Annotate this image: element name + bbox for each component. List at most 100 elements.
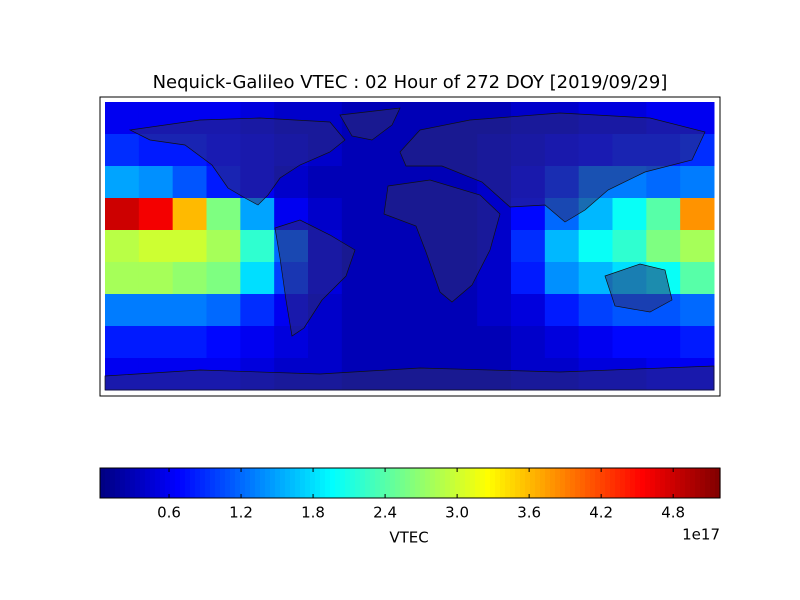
- heat-cell: [409, 326, 444, 359]
- colorbar-segment: [545, 468, 551, 498]
- north-america: [128, 117, 346, 206]
- heat-cell: [646, 230, 681, 263]
- colorbar-segment: [420, 468, 426, 498]
- colorbar-segment: [565, 468, 571, 498]
- colorbar-segment: [615, 468, 621, 498]
- colorbar-segment: [650, 468, 656, 498]
- colorbar-segment: [695, 468, 701, 498]
- heat-cell: [138, 326, 174, 359]
- colorbar-segment: [635, 468, 641, 498]
- colorbar-segment: [395, 468, 401, 498]
- heat-cell: [680, 326, 715, 359]
- heat-cell: [612, 198, 647, 231]
- colorbar-tick-label: 1.2: [229, 504, 253, 522]
- colorbar-segment: [310, 468, 316, 498]
- colorbar-segment: [355, 468, 361, 498]
- colorbar-segment: [190, 468, 196, 498]
- colorbar-segment: [500, 468, 506, 498]
- colorbar-segment: [390, 468, 396, 498]
- colorbar-segment: [485, 468, 491, 498]
- heat-cell: [105, 326, 140, 359]
- colorbar-segment: [155, 468, 161, 498]
- colorbar-segment: [610, 468, 616, 498]
- colorbar-segment: [290, 468, 296, 498]
- colorbar-segment: [575, 468, 581, 498]
- colorbar-segment: [430, 468, 436, 498]
- colorbar-segment: [715, 468, 721, 498]
- colorbar-segment: [570, 468, 576, 498]
- colorbar-segment: [655, 468, 661, 498]
- heat-cell: [172, 198, 207, 231]
- colorbar-segment: [250, 468, 256, 498]
- heat-cell: [341, 326, 377, 359]
- greenland: [339, 107, 401, 141]
- colorbar-segment: [305, 468, 311, 498]
- colorbar-segment: [130, 468, 136, 498]
- colorbar-segment: [375, 468, 381, 498]
- colorbar-segment: [625, 468, 631, 498]
- colorbar-segment: [645, 468, 651, 498]
- colorbar-segment: [450, 468, 456, 498]
- colorbar-segment: [115, 468, 121, 498]
- colorbar-segment: [675, 468, 681, 498]
- heat-cell: [612, 230, 647, 263]
- colorbar-offset: 1e17: [682, 526, 720, 544]
- colorbar-tick-label: 3.6: [517, 504, 541, 522]
- map-frame: [99, 96, 721, 397]
- heat-cell: [105, 102, 140, 135]
- colorbar-segment: [710, 468, 716, 498]
- colorbar-segment: [525, 468, 531, 498]
- heat-cell: [646, 326, 681, 359]
- heat-cell: [138, 262, 174, 295]
- colorbar-segment: [285, 468, 291, 498]
- colorbar-segment: [295, 468, 301, 498]
- colorbar-segment: [605, 468, 611, 498]
- heat-cell: [138, 294, 174, 327]
- heat-cell: [308, 326, 343, 359]
- antarctica: [104, 365, 715, 391]
- africa: [383, 179, 501, 303]
- heat-cell: [206, 262, 241, 295]
- colorbar-segment: [680, 468, 686, 498]
- colorbar-segment: [125, 468, 131, 498]
- colorbar-segment: [495, 468, 501, 498]
- colorbar-segment: [225, 468, 231, 498]
- heat-cell: [443, 326, 478, 359]
- colorbar-segment: [460, 468, 466, 498]
- colorbar-segment: [690, 468, 696, 498]
- heat-cell: [172, 166, 207, 199]
- colorbar-tick-label: 2.4: [373, 504, 397, 522]
- colorbar-tick-label: 0.6: [157, 504, 181, 522]
- colorbar-segment: [520, 468, 526, 498]
- colorbar-segment: [585, 468, 591, 498]
- australia: [604, 263, 673, 313]
- colorbar-segment: [180, 468, 186, 498]
- colorbar-segment: [335, 468, 341, 498]
- heat-cell: [105, 166, 140, 199]
- heat-cell: [138, 230, 174, 263]
- colorbar-segment: [515, 468, 521, 498]
- heat-cell: [105, 198, 140, 231]
- chart-title: Nequick-Galileo VTEC : 02 Hour of 272 DO…: [153, 72, 668, 93]
- colorbar-segment: [315, 468, 321, 498]
- colorbar-frame: [99, 467, 721, 499]
- colorbar-segment: [505, 468, 511, 498]
- colorbar-segment: [435, 468, 441, 498]
- colorbar-segment: [215, 468, 221, 498]
- colorbar-segment: [325, 468, 331, 498]
- heat-cell: [578, 294, 613, 327]
- heat-cell: [680, 262, 715, 295]
- heat-cell: [544, 230, 580, 263]
- colorbar-segment: [340, 468, 346, 498]
- colorbar-segment: [230, 468, 236, 498]
- colorbar-segment: [165, 468, 171, 498]
- heat-cell: [511, 294, 546, 327]
- colorbar-segment: [345, 468, 351, 498]
- colorbar-segment: [365, 468, 371, 498]
- colorbar-segment: [160, 468, 166, 498]
- colorbar-segment: [210, 468, 216, 498]
- heat-cell: [646, 166, 681, 199]
- colorbar-segment: [510, 468, 516, 498]
- continents: [104, 107, 715, 391]
